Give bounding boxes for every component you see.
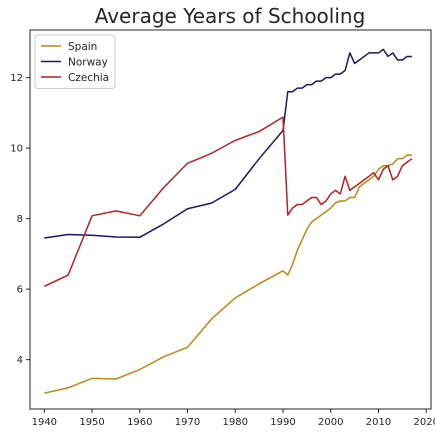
x-tick-label: 1980 bbox=[223, 417, 248, 428]
y-tick-label: 6 bbox=[17, 285, 23, 296]
series-line-spain bbox=[44, 155, 412, 393]
chart-title: Average Years of Schooling bbox=[95, 4, 366, 28]
y-tick-label: 4 bbox=[17, 355, 23, 366]
y-tick-label: 8 bbox=[17, 214, 23, 225]
x-tick-label: 1960 bbox=[127, 417, 152, 428]
x-axis: 1940 1950 1960 1970 1980 1990 2000 2010 2020 bbox=[32, 409, 435, 428]
legend-entry-label: Spain bbox=[68, 41, 97, 53]
series-layer bbox=[44, 49, 412, 393]
y-axis: 4 6 8 10 12 bbox=[10, 73, 30, 366]
legend: Spain Norway Czechia bbox=[35, 35, 115, 89]
x-tick-label: 1970 bbox=[175, 417, 200, 428]
y-tick-label: 12 bbox=[10, 73, 23, 84]
legend-entry-label: Czechia bbox=[68, 72, 109, 84]
x-tick-label: 2010 bbox=[366, 417, 391, 428]
series-line-czechia bbox=[44, 117, 412, 286]
x-tick-label: 2020 bbox=[413, 417, 435, 428]
x-tick-label: 1950 bbox=[79, 417, 104, 428]
x-tick-label: 1990 bbox=[270, 417, 295, 428]
y-tick-label: 10 bbox=[10, 144, 23, 155]
legend-entry-label: Norway bbox=[68, 56, 108, 68]
x-tick-label: 1940 bbox=[32, 417, 57, 428]
x-tick-label: 2000 bbox=[318, 417, 343, 428]
